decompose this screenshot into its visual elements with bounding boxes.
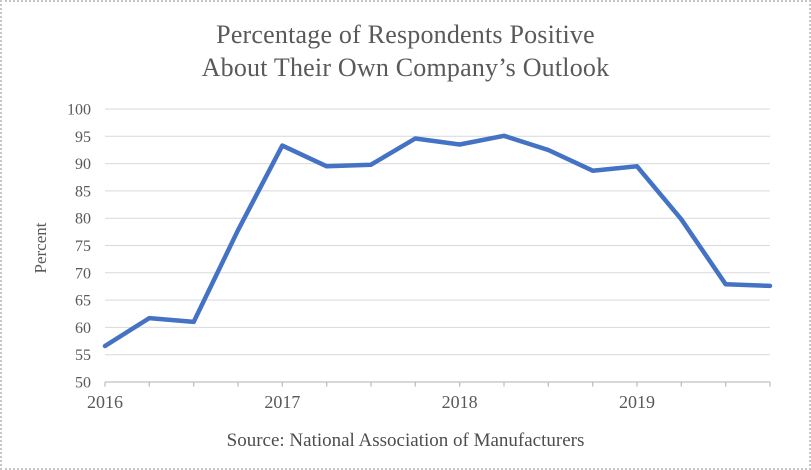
y-tick-label: 80 [75,211,91,228]
chart-title: Percentage of Respondents Positive About… [2,18,809,84]
y-tick-label: 75 [75,238,91,255]
chart-title-line2: About Their Own Company’s Outlook [201,53,610,82]
y-tick-label: 60 [75,320,91,337]
x-tick-label: 2017 [264,392,300,412]
y-tick-label: 85 [75,183,91,200]
chart-title-line1: Percentage of Respondents Positive [216,20,595,49]
data-series-line [102,133,773,349]
x-tick-label: 2018 [442,392,478,412]
y-tick-label: 50 [75,375,91,392]
x-tick-label: 2019 [619,392,655,412]
y-tick-label: 90 [75,156,91,173]
y-tick-label: 100 [67,102,91,119]
source-caption: Source: National Association of Manufact… [226,430,585,451]
y-tick-label: 95 [75,129,91,146]
y-tick-label: 70 [75,265,91,282]
y-tick-label: 65 [75,293,91,310]
y-tick-label: 55 [75,347,91,364]
x-tick-label: 2016 [87,392,123,412]
